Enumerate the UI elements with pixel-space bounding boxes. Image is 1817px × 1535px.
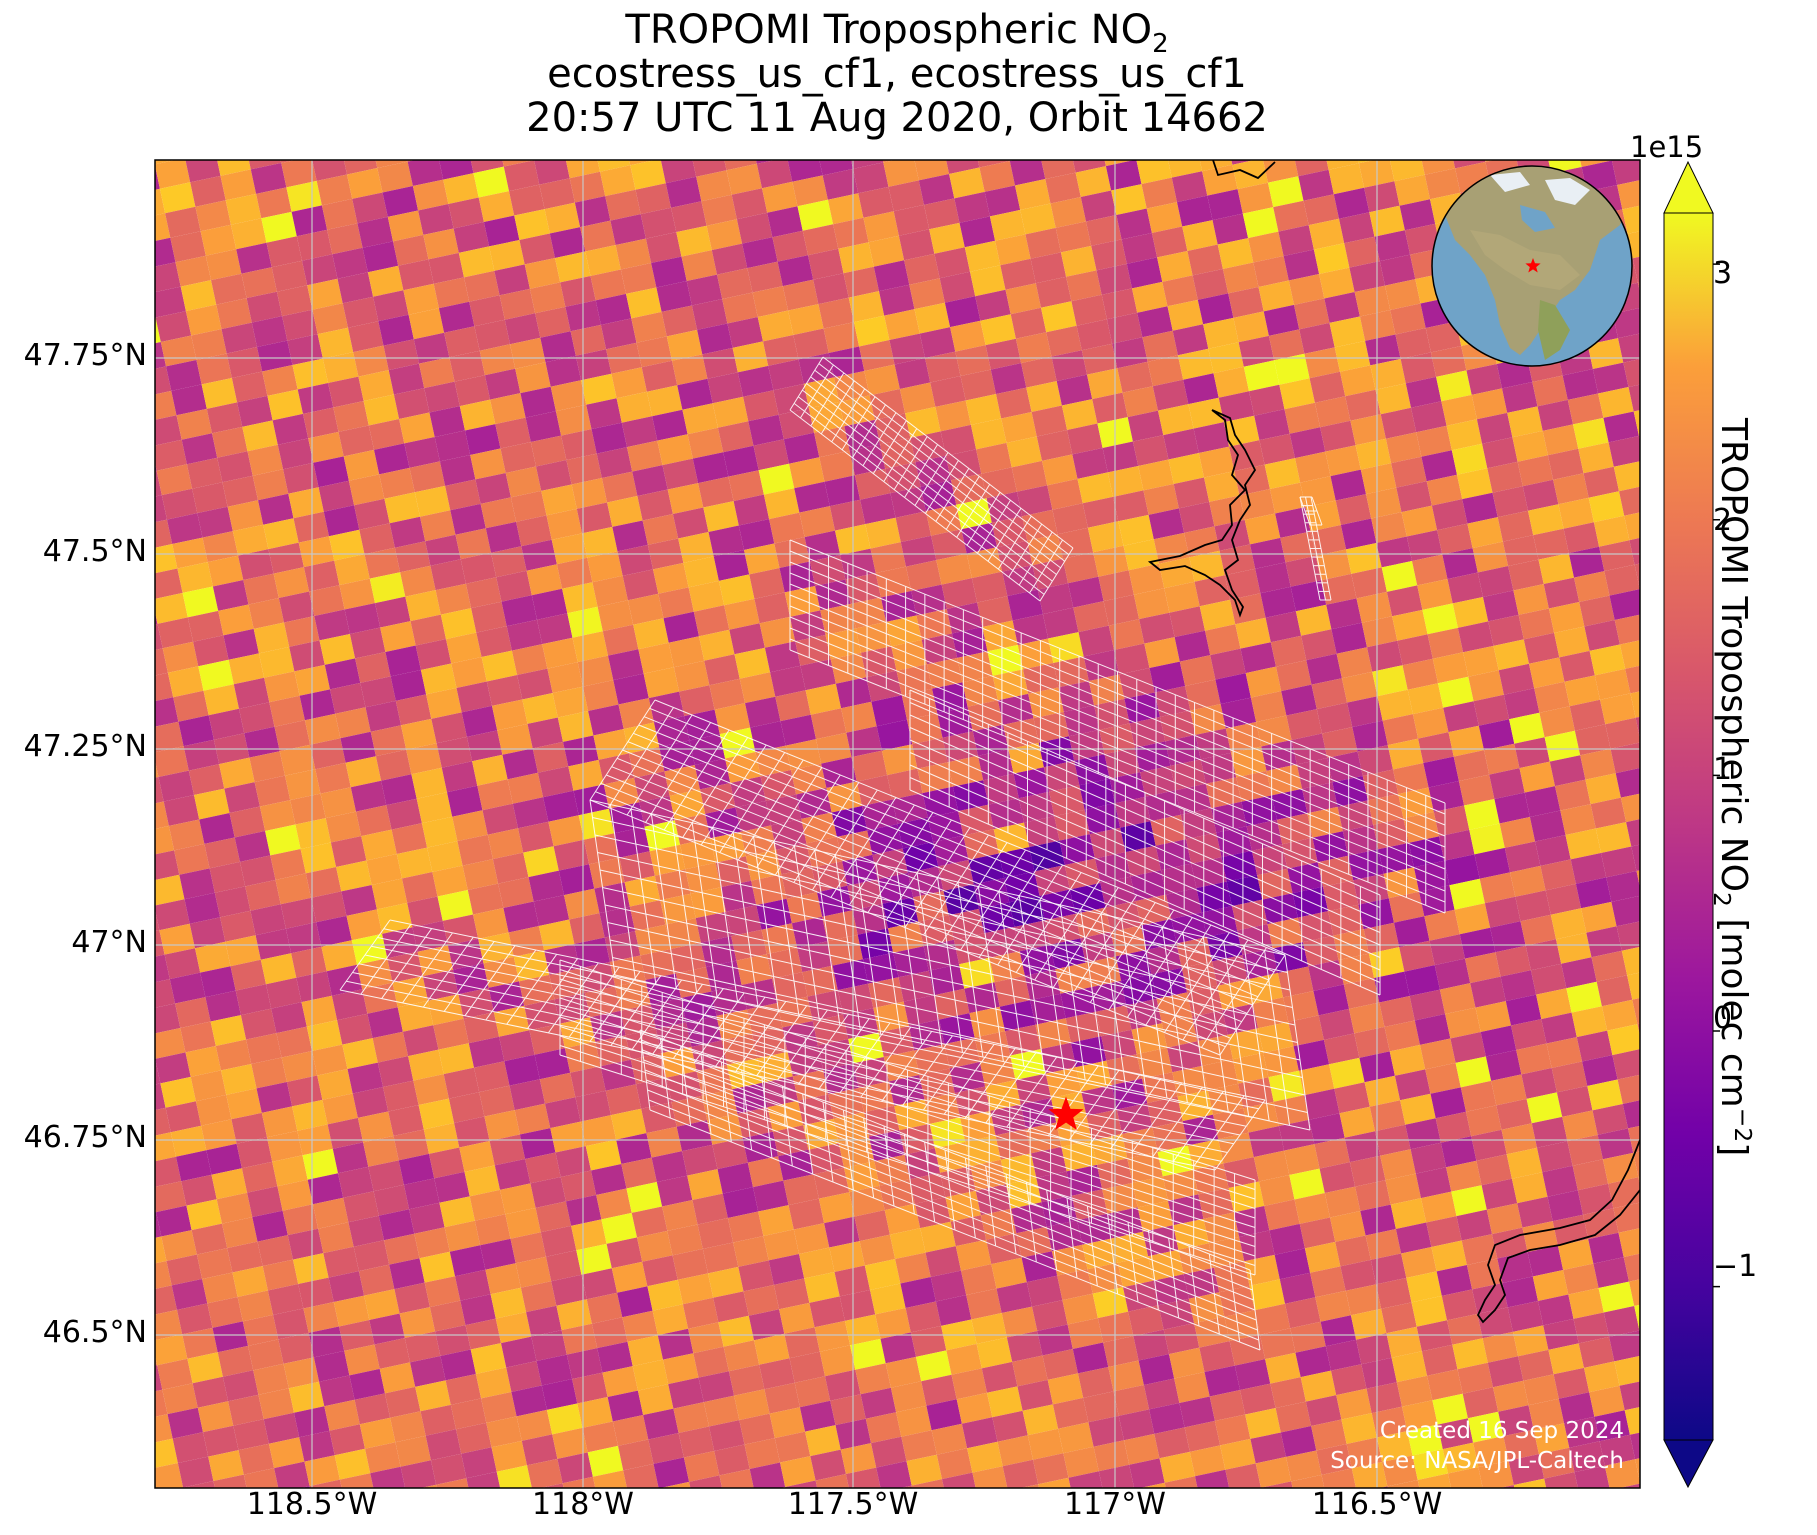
colorbar-tick-2: 2 bbox=[1713, 503, 1733, 538]
colorbar-tick-minus-1: −1 bbox=[1713, 1249, 1758, 1284]
coastline-lake-outlines bbox=[1147, 160, 1640, 1324]
x-tick-label-117.5: 117.5°W bbox=[787, 1487, 919, 1522]
inset-globe-site-marker bbox=[1525, 258, 1541, 273]
map-title-line-2: ecostress_us_cf1, ecostress_us_cf1 bbox=[547, 51, 1247, 97]
colorbar bbox=[1663, 160, 1720, 1489]
y-tick-label-46.75: 46.75°N bbox=[23, 1120, 147, 1155]
colorbar-tick-3: 3 bbox=[1713, 256, 1733, 291]
x-tick-label-116.5: 116.5°W bbox=[1311, 1487, 1443, 1522]
map-title-line-1: TROPOMI Tropospheric NO2 bbox=[625, 7, 1169, 59]
x-tick-label-118.5: 118.5°W bbox=[246, 1487, 378, 1522]
x-tick-label-118: 118°W bbox=[532, 1487, 634, 1522]
y-tick-label-47.5: 47.5°N bbox=[42, 534, 147, 569]
lake-outline-coeur-dalene bbox=[1147, 409, 1257, 618]
created-date-credit: Created 16 Sep 2024 bbox=[1379, 1418, 1624, 1444]
map-title-line-3: 20:57 UTC 11 Aug 2020, Orbit 14662 bbox=[526, 95, 1268, 141]
colorbar-extend-high bbox=[1663, 160, 1714, 214]
colorbar-tick-0: 0 bbox=[1713, 1001, 1733, 1036]
x-tick-label-117: 117°W bbox=[1064, 1487, 1166, 1522]
colorbar-body bbox=[1663, 212, 1714, 1441]
y-tick-label-47.75: 47.75°N bbox=[23, 338, 147, 373]
colorbar-exponent: 1e15 bbox=[1630, 130, 1704, 164]
ecostress-swath-footprints bbox=[339, 356, 1446, 1351]
y-tick-label-47: 47°N bbox=[71, 925, 147, 960]
inset-globe bbox=[1431, 165, 1633, 367]
colorbar-tick-1: 1 bbox=[1713, 752, 1733, 787]
colorbar-extend-low bbox=[1663, 1439, 1714, 1489]
source-credit: Source: NASA/JPL-Caltech bbox=[1330, 1448, 1624, 1474]
map-panel bbox=[155, 160, 1640, 1488]
y-tick-label-46.5: 46.5°N bbox=[42, 1315, 147, 1350]
river-outline-southeast bbox=[1476, 1139, 1640, 1324]
gridlines bbox=[155, 160, 1640, 1488]
lake-outline-north bbox=[1212, 160, 1276, 180]
map-frame bbox=[154, 159, 1641, 1489]
colorbar-label: TROPOMI Tropospheric NO2 [molec cm−2] bbox=[1707, 418, 1757, 1157]
y-tick-label-47.25: 47.25°N bbox=[23, 729, 147, 764]
site-marker-star bbox=[1048, 1096, 1084, 1130]
